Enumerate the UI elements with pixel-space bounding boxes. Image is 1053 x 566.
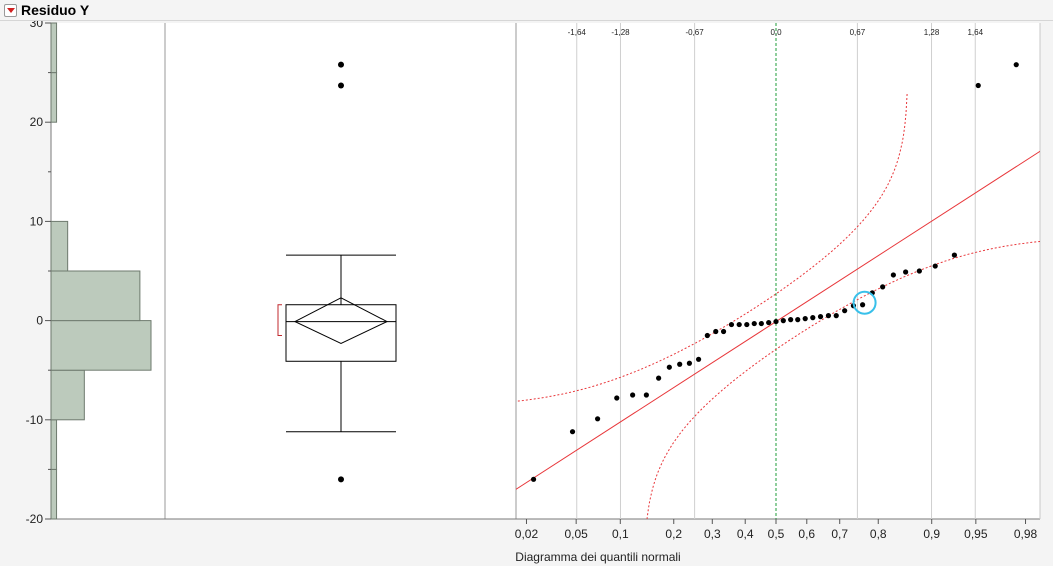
- quantile-point: [728, 321, 735, 328]
- histogram-bar: [50, 22, 58, 74]
- y-tick-label: 30: [30, 21, 44, 30]
- quantile-point: [744, 321, 750, 328]
- quantile-point: [825, 313, 832, 319]
- quantile-point: [859, 302, 866, 308]
- quantile-point: [817, 314, 824, 320]
- quantile-point: [903, 269, 909, 275]
- quantile-point: [766, 319, 772, 326]
- top-tick-label: 0,0: [770, 28, 782, 37]
- quantile-point: [713, 328, 719, 335]
- quantile-point: [751, 320, 757, 327]
- quantile-point: [773, 318, 779, 325]
- quantile-point: [594, 416, 601, 422]
- x-axis-title: Diagramma dei quantili normali: [515, 550, 680, 564]
- axes: -20 -10 0 10 20 30 0,02 0,05 0,1 0,2 0,3 0,4 0,5 0,6 0…: [26, 21, 1038, 564]
- normal-quantile-plot: -1,64 -1,28 -0,67 0,0 0,67 1,28 1,64: [516, 23, 1040, 519]
- quantile-point: [780, 318, 786, 324]
- quantile-point: [643, 392, 649, 398]
- quantile-point: [686, 360, 693, 366]
- quantile-point: [569, 429, 576, 435]
- shortest-half-bracket: [277, 304, 282, 336]
- histogram-bar: [50, 320, 152, 371]
- y-tick-label: 0: [36, 314, 43, 328]
- quantile-point: [951, 252, 958, 258]
- top-tick-label: 1,28: [924, 28, 940, 37]
- quantile-point: [666, 364, 672, 370]
- x-tick-label: 0,02: [515, 527, 539, 541]
- box-plot: [277, 61, 397, 483]
- confidence-band-upper: [516, 92, 908, 402]
- quantile-point: [1013, 62, 1019, 68]
- top-tick-label: -1,64: [568, 28, 587, 37]
- top-tick-label: -1,28: [611, 28, 630, 37]
- histogram-bar: [50, 369, 85, 421]
- outlier-point: [338, 61, 344, 68]
- quantile-point: [630, 392, 636, 398]
- quantile-point: [758, 320, 764, 327]
- quantile-point: [704, 332, 710, 339]
- plot-area: [51, 23, 1040, 519]
- quantile-point: [720, 328, 727, 335]
- quantile-point: [795, 317, 801, 323]
- x-tick-label: 0,2: [665, 527, 682, 541]
- selected-point-highlight: [852, 290, 877, 315]
- quantile-point: [975, 82, 981, 89]
- report-title: Residuo Y: [21, 2, 90, 18]
- x-tick-label: 0,05: [564, 527, 588, 541]
- quantile-plot-content: [516, 62, 1040, 519]
- x-tick-label: 0,5: [768, 527, 785, 541]
- quantile-point: [890, 272, 896, 278]
- top-tick-label: 0,67: [850, 28, 866, 37]
- disclosure-icon[interactable]: [4, 3, 17, 17]
- y-tick-label: -20: [26, 512, 44, 526]
- quantile-point: [614, 395, 620, 401]
- plot-backgrounds: [50, 23, 1041, 520]
- x-tick-label: 0,3: [704, 527, 721, 541]
- quantile-point: [530, 476, 537, 482]
- quantile-point: [802, 316, 808, 322]
- x-tick-label: 0,8: [870, 527, 887, 541]
- x-tick-label: 0,9: [923, 527, 940, 541]
- quantile-point: [656, 375, 662, 381]
- title-bar: Residuo Y: [0, 0, 1053, 21]
- quantile-point: [810, 315, 816, 321]
- outlier-point: [338, 82, 344, 89]
- quantile-point: [788, 317, 794, 323]
- y-tick-label: -10: [26, 413, 44, 427]
- histogram-bar: [50, 220, 69, 272]
- y-tick-label: 20: [30, 115, 44, 129]
- x-tick-label: 0,6: [798, 527, 815, 541]
- histogram-bar: [50, 270, 141, 322]
- x-tick-label: 0,98: [1014, 527, 1038, 541]
- histogram: [50, 22, 152, 520]
- x-tick-label: 0,7: [831, 527, 848, 541]
- mean-diamond: [293, 297, 389, 344]
- outlier-point: [338, 476, 344, 483]
- y-tick-label: 10: [30, 214, 44, 228]
- confidence-band-lower: [646, 240, 1040, 519]
- quantile-point: [880, 284, 886, 290]
- top-tick-label: 1,64: [967, 28, 983, 37]
- distribution-chart: -1,64 -1,28 -0,67 0,0 0,67 1,28 1,64 -20 -10 0 10…: [26, 21, 1041, 564]
- histogram-bar: [50, 419, 58, 470]
- quantile-point: [736, 321, 742, 328]
- quantile-point: [932, 263, 938, 269]
- quantile-point: [833, 313, 839, 319]
- histogram-bar: [50, 468, 58, 520]
- quantile-point: [916, 268, 922, 274]
- x-tick-label: 0,95: [964, 527, 988, 541]
- x-tick-label: 0,1: [612, 527, 629, 541]
- quantile-point: [695, 356, 702, 362]
- quantile-point: [677, 361, 683, 367]
- histogram-bar: [50, 72, 58, 123]
- x-tick-label: 0,4: [737, 527, 754, 541]
- top-tick-label: -0,67: [685, 28, 704, 37]
- interquartile-box: [285, 304, 397, 362]
- quantile-point: [842, 308, 848, 314]
